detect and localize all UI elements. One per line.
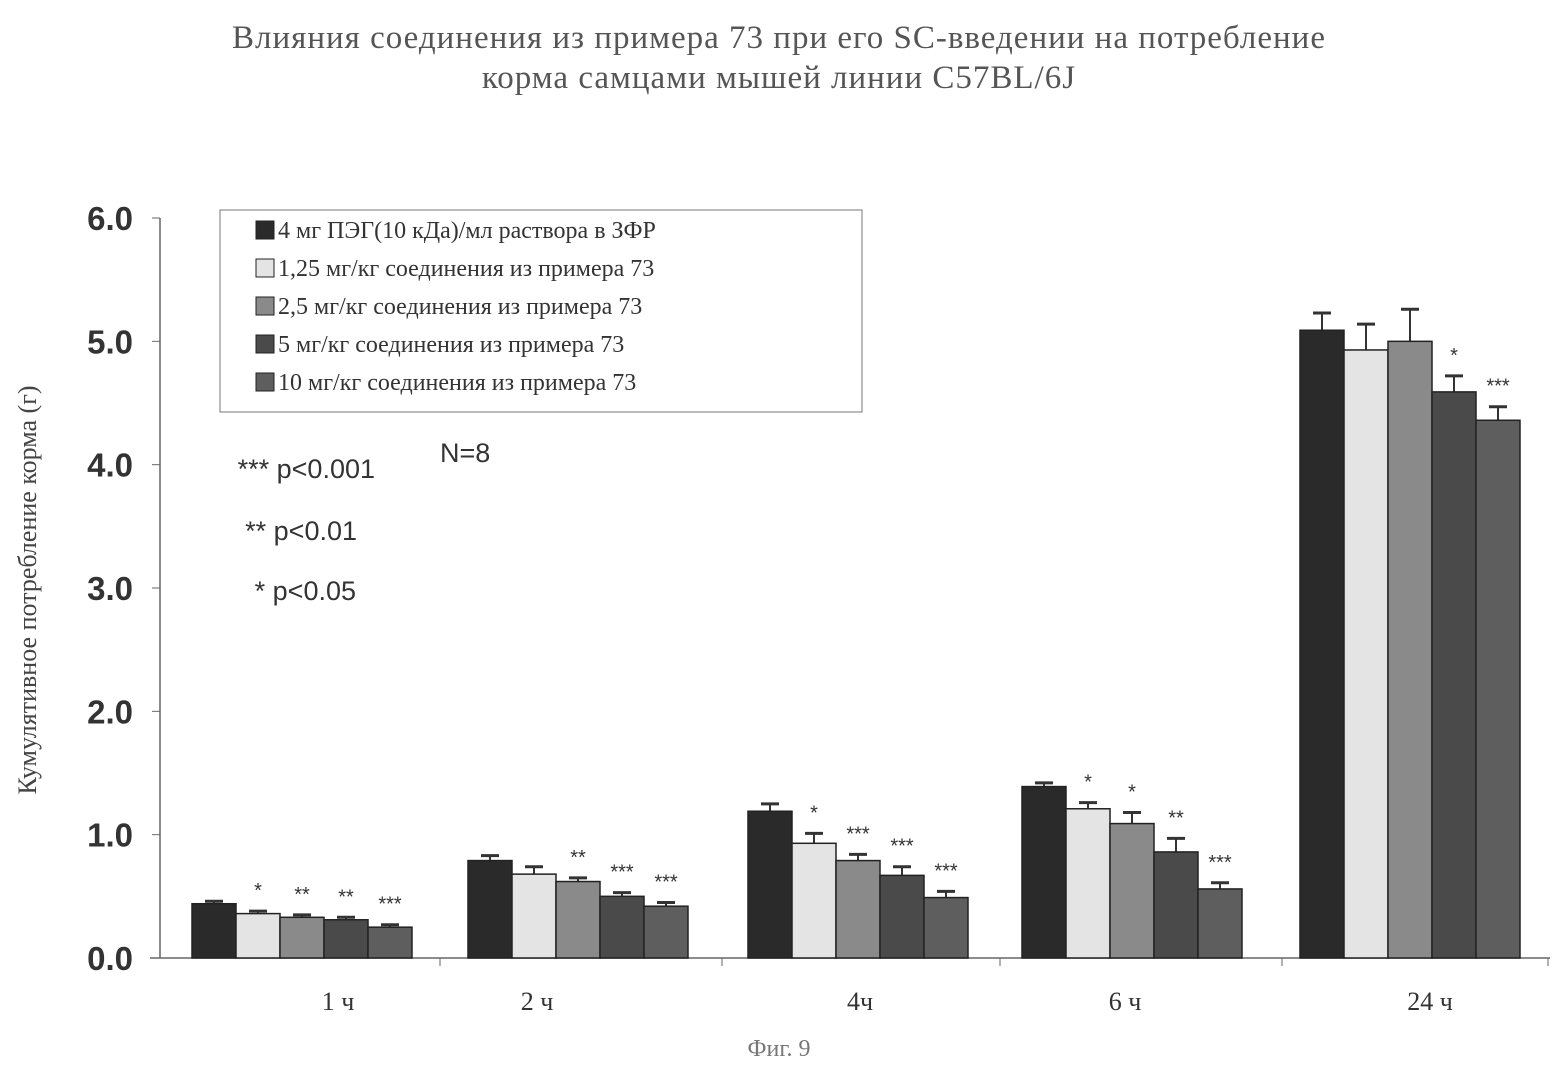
- significance-label: **: [294, 884, 310, 906]
- legend-label: 5 мг/кг соединения из примера 73: [278, 332, 624, 358]
- bar: [644, 906, 688, 958]
- bar: [236, 914, 280, 958]
- x-tick-label: 24 ч: [1407, 987, 1453, 1016]
- x-tick-label: 1 ч: [322, 987, 355, 1016]
- bar: [1300, 330, 1344, 958]
- bar: [1110, 824, 1154, 958]
- bar: [512, 874, 556, 958]
- legend-label: 2,5 мг/кг соединения из примера 73: [278, 294, 642, 320]
- bar-chart: 0.0 1.0 2.0 3.0 4.0 5.0 6.0 Кумулятивное потреб…: [0, 0, 1558, 1068]
- legend-swatch: [256, 297, 274, 315]
- x-tick-label: 2 ч: [521, 987, 554, 1016]
- y-tick-label: 4.0: [87, 447, 133, 484]
- y-tick-label: 5.0: [87, 323, 133, 360]
- significance-label: *: [810, 802, 818, 824]
- legend-label: 1,25 мг/кг соединения из примера 73: [278, 256, 654, 282]
- bar: [192, 904, 236, 958]
- significance-label: ***: [654, 872, 678, 894]
- bar: [556, 882, 600, 958]
- bar: [836, 861, 880, 958]
- bar: [1022, 787, 1066, 958]
- bar: [880, 875, 924, 958]
- bar: [1476, 420, 1520, 958]
- bar: [468, 861, 512, 958]
- bar: [1154, 852, 1198, 958]
- bar: [1066, 809, 1110, 958]
- legend-swatch: [256, 335, 274, 353]
- significance-label: ***: [378, 894, 402, 916]
- significance-label: ***: [1486, 376, 1510, 398]
- significance-label: ***: [846, 823, 870, 845]
- sample-size-note: N=8: [440, 438, 490, 468]
- legend-swatch: [256, 259, 274, 277]
- significance-label: *: [1128, 781, 1136, 803]
- bar: [280, 917, 324, 958]
- bar: [600, 896, 644, 958]
- p-value-note: ** p<0.01: [245, 516, 357, 546]
- bar: [1344, 350, 1388, 958]
- p-value-note: * p<0.05: [255, 576, 356, 606]
- significance-label: ***: [890, 836, 914, 858]
- figure-label: Фиг. 9: [0, 1036, 1558, 1063]
- legend-swatch: [256, 373, 274, 391]
- significance-label: **: [570, 847, 586, 869]
- y-tick-label: 6.0: [87, 200, 133, 237]
- x-tick-label: 6 ч: [1109, 987, 1142, 1016]
- x-tick-label: 4ч: [847, 987, 873, 1016]
- legend-label: 4 мг ПЭГ(10 кДа)/мл раствора в ЗФР: [278, 218, 656, 244]
- significance-label: *: [1084, 772, 1092, 794]
- bar: [792, 843, 836, 958]
- significance-label: *: [254, 880, 262, 902]
- y-tick-label: 0.0: [87, 940, 133, 977]
- legend-swatch: [256, 221, 274, 239]
- y-tick-label: 1.0: [87, 817, 133, 854]
- y-axis-label: Кумулятивное потребление корма (г): [13, 385, 42, 794]
- y-tick-label: 3.0: [87, 570, 133, 607]
- p-value-note: *** p<0.001: [238, 454, 375, 484]
- bar: [924, 898, 968, 958]
- significance-label: **: [1168, 807, 1184, 829]
- bar: [324, 920, 368, 958]
- significance-label: **: [338, 886, 354, 908]
- legend-label: 10 мг/кг соединения из примера 73: [278, 370, 636, 396]
- bar: [1388, 341, 1432, 958]
- bar: [748, 811, 792, 958]
- y-tick-label: 2.0: [87, 693, 133, 730]
- bar: [368, 927, 412, 958]
- bar: [1432, 392, 1476, 958]
- significance-label: *: [1450, 345, 1458, 367]
- significance-label: ***: [610, 862, 634, 884]
- significance-label: ***: [1208, 852, 1232, 874]
- bar: [1198, 889, 1242, 958]
- significance-label: ***: [934, 860, 958, 882]
